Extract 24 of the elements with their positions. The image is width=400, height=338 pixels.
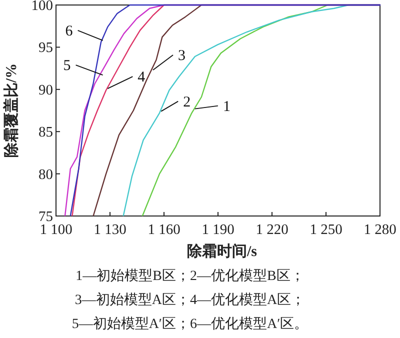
annotation: 3 [178,48,186,64]
annotation: 5 [63,58,71,74]
x-tick-label: 1 100 [40,222,72,238]
text: 1—初始模型B区；2—优化模型B区； [76,268,304,284]
y-tick-label: 85 [38,124,53,141]
annotation: 6 [65,23,74,40]
y-tick-label: 95 [38,40,53,56]
y-tick-label: 90 [38,82,53,98]
x-tick-label: 1 130 [94,222,126,238]
annotation: 2 [183,94,191,110]
y-tick-label: 80 [38,166,53,183]
x-tick-label: 1 250 [310,222,342,238]
y-tick-label: 75 [38,209,53,225]
y-tick-label: 100 [31,0,53,14]
annotation: 4 [138,70,146,86]
x-tick-label: 1 220 [256,222,288,238]
text: 3—初始模型A区；4—优化模型A区； [74,292,306,308]
x-tick-label: 1 190 [202,222,234,238]
text: 5—初始模型A′区；6—优化模型A′区。 [72,316,308,332]
annotation: 1 [222,98,230,115]
x-axis-title: 除霜时间/s [186,243,258,260]
x-tick-label: 1 280 [364,222,396,238]
y-axis-title: 除霜覆盖比/% [2,63,20,158]
x-tick-label: 1 160 [148,222,180,238]
